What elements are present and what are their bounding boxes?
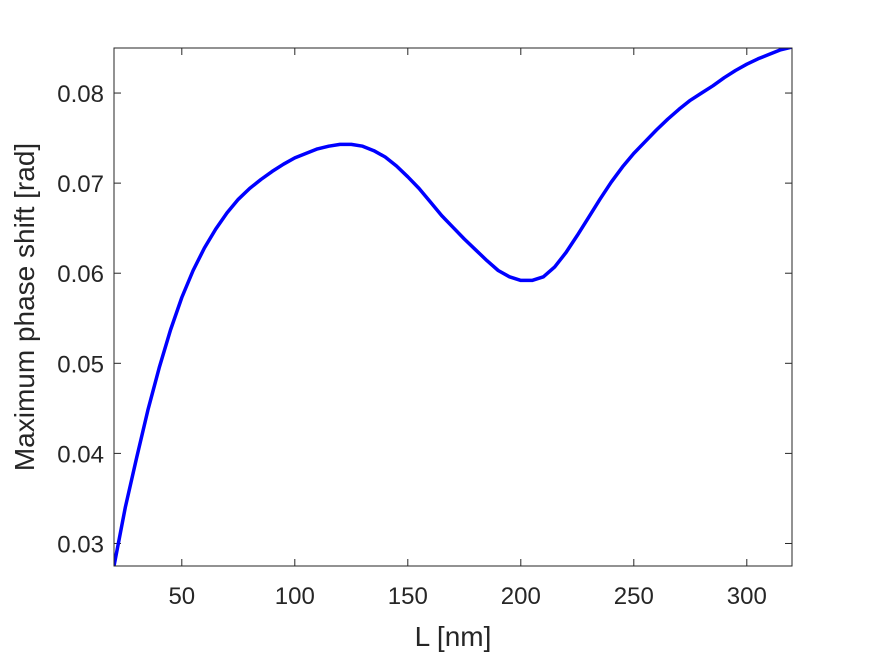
x-tick-label: 100	[275, 583, 315, 610]
y-tick-label: 0.03	[57, 531, 104, 558]
y-tick-label: 0.07	[57, 171, 104, 198]
y-tick-label: 0.06	[57, 261, 104, 288]
y-tick-label: 0.05	[57, 351, 104, 378]
x-tick-label: 150	[388, 583, 428, 610]
x-tick-label: 200	[501, 583, 541, 610]
x-tick-label: 50	[168, 583, 195, 610]
axes-box	[113, 47, 793, 567]
x-axis-ticks: 50 100 150 200 250 300	[168, 48, 767, 610]
x-tick-label: 250	[614, 583, 654, 610]
y-tick-label: 0.08	[57, 81, 104, 108]
series-line	[114, 48, 792, 566]
x-axis-label: L [nm]	[415, 621, 492, 652]
y-axis-label: Maximum phase shift [rad]	[9, 143, 40, 471]
x-tick-label: 300	[727, 583, 767, 610]
plot-area	[114, 48, 792, 566]
y-axis-ticks: 0.03 0.04 0.05 0.06 0.07 0.08	[57, 81, 792, 558]
y-tick-label: 0.04	[57, 441, 104, 468]
